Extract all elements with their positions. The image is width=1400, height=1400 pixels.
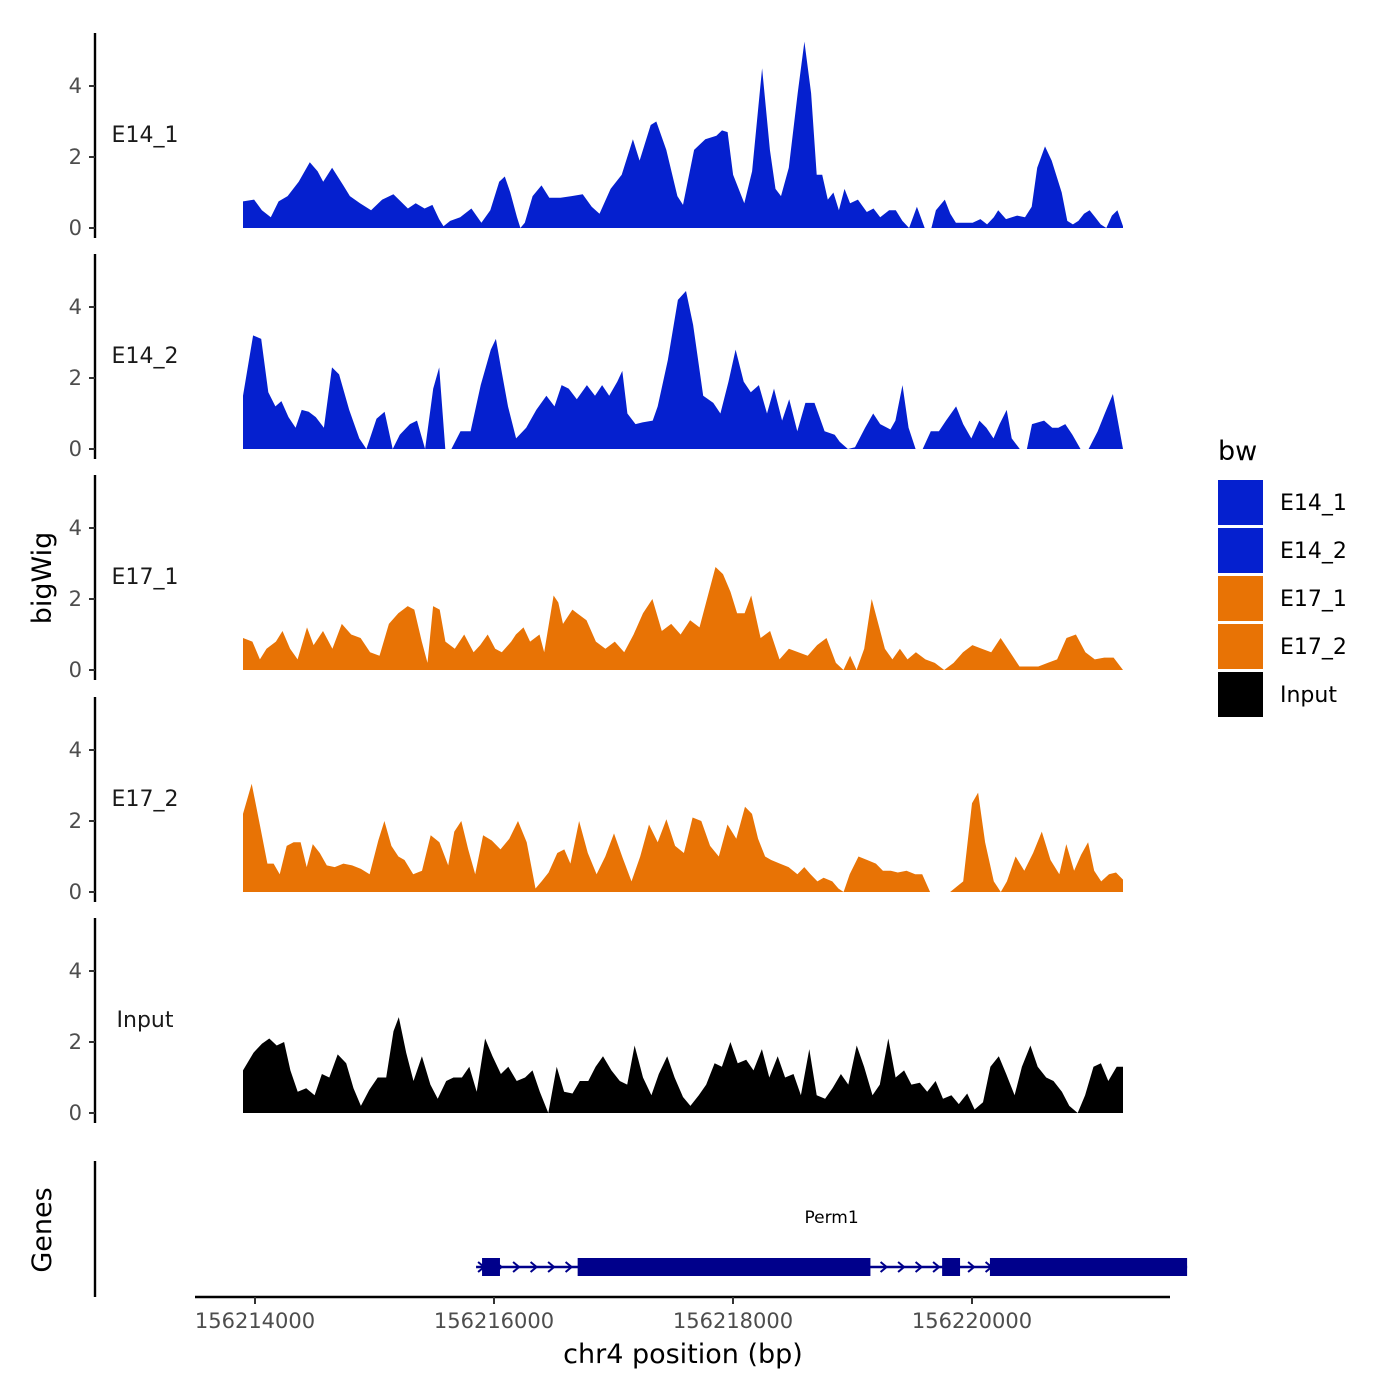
track-E14_1: 0 2 4 E14_1	[69, 33, 1123, 240]
track-Input: 0 2 4 Input	[69, 918, 1123, 1125]
track-E17_2: 0 2 4 E17_2	[69, 697, 1123, 904]
y-tick-label: 4	[69, 295, 82, 319]
legend-key-E14_1	[1218, 480, 1263, 525]
strand-arrow	[512, 1261, 521, 1273]
strand-arrow	[879, 1261, 889, 1273]
y-tick-label: 0	[69, 437, 82, 461]
y-tick-label: 0	[69, 216, 82, 240]
gene-exon	[989, 1258, 1188, 1276]
y-tick-label: 2	[69, 587, 82, 611]
track-label-E14_1: E14_1	[112, 123, 179, 148]
track-label-E14_2: E14_2	[112, 344, 179, 369]
y-tick-label: 4	[69, 959, 82, 983]
y-tick-label: 4	[69, 74, 82, 98]
track-label-E17_2: E17_2	[112, 787, 179, 812]
y-tick-label: 4	[69, 738, 82, 762]
track-label-Input: Input	[117, 1008, 174, 1033]
y-tick-label: 2	[69, 366, 82, 390]
legend-key-E17_2	[1218, 624, 1263, 669]
x-tick-label: 156216000	[434, 1309, 554, 1333]
x-tick-label: 156220000	[912, 1309, 1032, 1333]
strand-arrow	[967, 1261, 976, 1273]
x-axis-title: chr4 position (bp)	[563, 1339, 803, 1370]
strand-arrow	[897, 1261, 906, 1273]
legend: bw E14_1 E14_2 E17_1 E17_2 Input	[1218, 436, 1347, 717]
strand-arrow	[564, 1261, 574, 1273]
gene-exon	[942, 1258, 961, 1276]
signal-area-E17_2	[243, 783, 1123, 892]
gene-track-title: Genes	[27, 1187, 58, 1272]
legend-label-Input: Input	[1280, 683, 1337, 708]
x-tick-label: 156214000	[195, 1309, 315, 1333]
strand-arrow	[932, 1261, 941, 1273]
strand-arrow	[914, 1261, 924, 1273]
track-E17_1: 0 2 4 E17_1	[69, 475, 1123, 682]
gene-Perm1: Perm1	[476, 1208, 1188, 1276]
signal-area-E17_1	[243, 567, 1123, 670]
signal-area-E14_1	[243, 41, 1123, 228]
gene-exon	[577, 1258, 871, 1276]
y-tick-label: 2	[69, 1030, 82, 1054]
track-E14_2: 0 2 4 E14_2	[69, 254, 1123, 461]
y-tick-label: 0	[69, 880, 82, 904]
signal-tracks: 0 2 4 E14_1 0 2 4 E14_2 0 2 4 E17_1 0 2 4 E17_2 0 2 4 Input	[69, 33, 1123, 1125]
strand-arrow	[529, 1261, 539, 1273]
y-tick-label: 0	[69, 658, 82, 682]
y-axis-title: bigWig	[27, 532, 58, 625]
legend-key-E14_2	[1218, 528, 1263, 573]
track-label-E17_1: E17_1	[112, 565, 179, 590]
y-tick-label: 2	[69, 145, 82, 169]
y-tick-label: 2	[69, 809, 82, 833]
y-tick-label: 0	[69, 1101, 82, 1125]
legend-key-E17_1	[1218, 576, 1263, 621]
strand-arrow	[547, 1261, 556, 1273]
legend-title: bw	[1218, 436, 1257, 467]
legend-label-E14_1: E14_1	[1280, 491, 1347, 516]
x-tick-label: 156218000	[673, 1309, 793, 1333]
legend-key-Input	[1218, 672, 1263, 717]
legend-label-E17_1: E17_1	[1280, 587, 1347, 612]
gene-label-Perm1: Perm1	[805, 1208, 859, 1228]
legend-label-E14_2: E14_2	[1280, 539, 1347, 564]
y-tick-label: 4	[69, 516, 82, 540]
signal-area-E14_2	[243, 291, 1123, 449]
legend-label-E17_2: E17_2	[1280, 635, 1347, 660]
signal-area-Input	[243, 1017, 1123, 1113]
x-axis: 156214000 156216000 156218000 156220000	[195, 1295, 1170, 1333]
gene-exon	[482, 1258, 500, 1276]
gene-track: Perm1	[93, 1161, 1188, 1297]
